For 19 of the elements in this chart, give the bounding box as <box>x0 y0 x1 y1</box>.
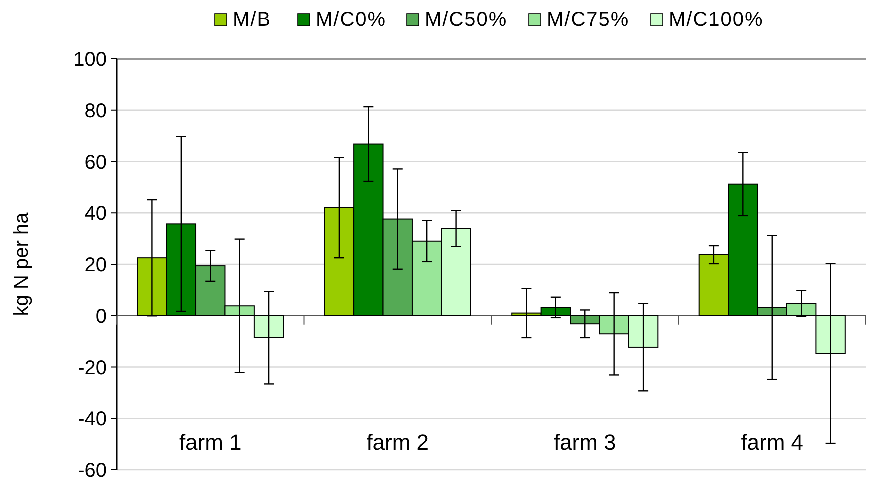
x-tick-label: farm 3 <box>554 430 616 455</box>
legend-label: M/C0% <box>316 9 387 31</box>
legend-label: M/C50% <box>425 9 508 31</box>
y-tick-label: -40 <box>78 408 107 431</box>
x-tick-label: farm 1 <box>179 430 242 455</box>
legend-label: M/C75% <box>547 9 630 31</box>
y-tick-label: 60 <box>84 152 107 174</box>
y-tick-label: 80 <box>84 100 107 122</box>
x-tick-label: farm 4 <box>741 430 804 455</box>
y-axis-title: kg N per ha <box>11 212 33 316</box>
y-tick-label: -60 <box>78 460 107 480</box>
legend-label: M/B <box>233 9 272 31</box>
y-tick-label: 40 <box>84 203 107 226</box>
y-tick-label: 100 <box>74 49 107 71</box>
y-tick-label: 0 <box>96 306 107 328</box>
y-tick-label: 20 <box>84 254 107 276</box>
y-tick-label: -20 <box>78 357 107 380</box>
x-tick-label: farm 2 <box>366 430 430 455</box>
legend-label: M/C100% <box>669 9 764 31</box>
